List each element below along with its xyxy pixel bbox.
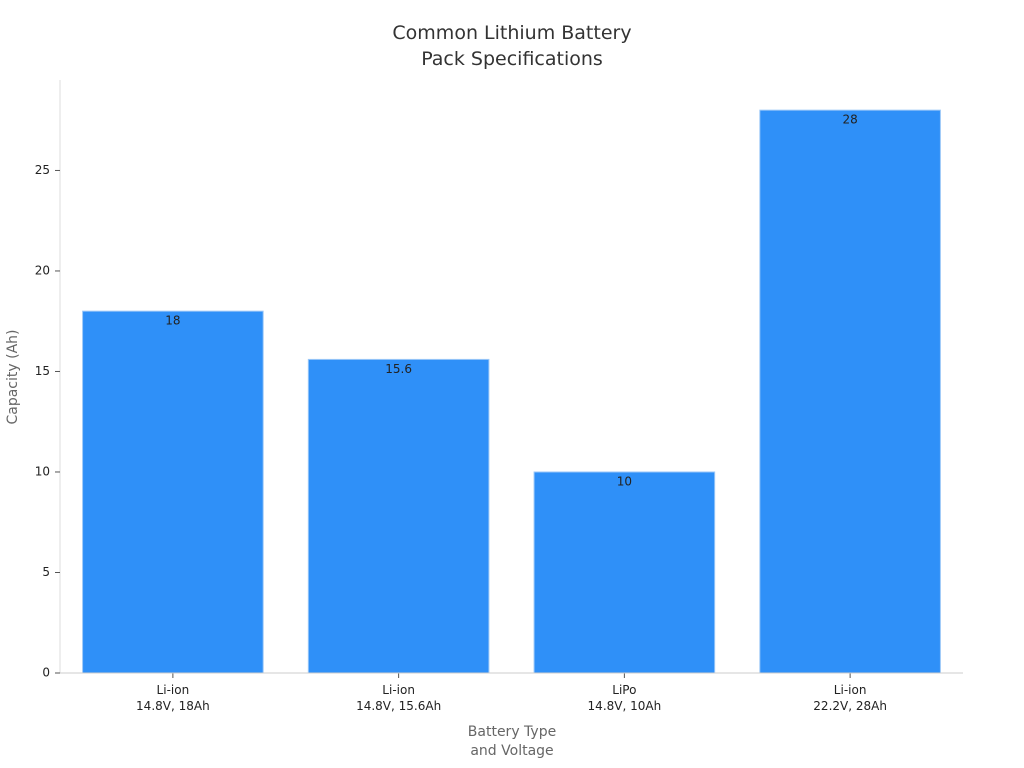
chart-title: Common Lithium Battery Pack Specificatio… xyxy=(392,22,632,70)
value-label: 10 xyxy=(617,474,632,488)
y-tick-label: 15 xyxy=(35,364,50,378)
bar xyxy=(307,358,490,674)
value-label: 28 xyxy=(842,113,857,127)
x-axis-label: Battery Type and Voltage xyxy=(467,724,557,759)
value-label: 15.6 xyxy=(385,362,412,376)
value-label: 18 xyxy=(165,314,180,328)
y-tick-label: 0 xyxy=(42,666,50,680)
y-tick-label: 20 xyxy=(35,263,50,277)
y-tick-label: 25 xyxy=(35,163,50,177)
bar xyxy=(82,310,264,674)
y-tick-label: 10 xyxy=(35,464,50,478)
x-tick-label: Li-ion 22.2V, 28Ah xyxy=(813,683,887,713)
x-tick-label: LiPo 14.8V, 10Ah xyxy=(587,683,662,713)
bar xyxy=(759,109,941,674)
x-tick-label: Li-ion 14.8V, 18Ah xyxy=(136,683,210,713)
bar xyxy=(533,471,716,674)
y-axis-label: Capacity (Ah) xyxy=(5,329,21,425)
y-tick-label: 5 xyxy=(42,565,50,579)
x-tick-label: Li-ion 14.8V, 15.6Ah xyxy=(356,683,442,713)
